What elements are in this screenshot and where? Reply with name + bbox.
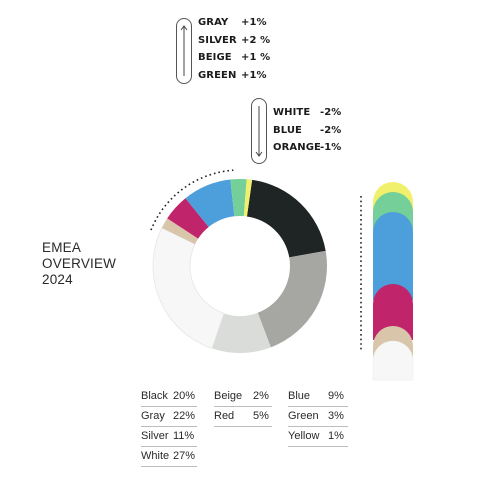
donut-slice-beige (161, 218, 199, 245)
page-title: EMEA OVERVIEW 2024 (42, 240, 116, 288)
legend-label: Green (288, 410, 319, 422)
legend-item-red: Red 5% (214, 410, 269, 422)
legend-value: 27% (173, 450, 196, 462)
arrow-down-icon (255, 106, 263, 157)
trend-row: SILVER +2 % (198, 34, 270, 46)
legend-divider (288, 446, 348, 447)
donut-slice-gray (257, 250, 327, 348)
title-line-overview: OVERVIEW (42, 256, 117, 271)
title-line-year: 2024 (42, 272, 73, 287)
trend-color-name: BEIGE (198, 52, 232, 63)
trend-color-name: SILVER (198, 34, 237, 46)
legend-item-yellow: Yellow 1% (288, 430, 344, 442)
legend-label: Black (141, 390, 168, 402)
legend-value: 20% (173, 390, 196, 402)
trend-delta: +1 % (241, 52, 271, 63)
trend-row: WHITE -2% (273, 107, 341, 118)
trend-delta: -2% (320, 107, 342, 118)
donut-slice-green (230, 179, 247, 217)
trend-row: ORANGE -1% (273, 142, 341, 153)
legend-item-silver: Silver 11% (141, 430, 194, 442)
legend-label: Gray (141, 410, 165, 422)
donut-slice-blue (185, 179, 235, 228)
stack-segment-blue (373, 212, 413, 300)
legend-divider (141, 446, 197, 447)
donut-slice-white (152, 227, 225, 349)
trend-row: GRAY +1% (198, 17, 267, 28)
trend-delta: -1% (320, 142, 342, 153)
trend-color-name: GREEN (198, 69, 237, 81)
donut-slice-silver (211, 312, 271, 353)
legend-label: Silver (141, 430, 169, 442)
legend-value: 1% (328, 430, 344, 442)
legend-value: 11% (173, 430, 195, 442)
legend-label: Beige (214, 390, 243, 402)
trend-delta: +1% (241, 69, 267, 81)
legend-item-black: Black 20% (141, 390, 195, 402)
trend-row: BEIGE +1 % (198, 52, 270, 63)
legend-item-green: Green 3% (288, 410, 344, 422)
legend-divider (141, 406, 197, 407)
legend-label: Yellow (288, 430, 320, 442)
legend-divider (288, 406, 348, 407)
legend-label: White (141, 450, 170, 462)
donut-slice-red (167, 198, 209, 239)
trend-up-box (176, 18, 192, 84)
donut-slice-black (246, 179, 326, 258)
legend-item-gray: Gray 22% (141, 410, 195, 422)
trend-color-name: GRAY (198, 17, 229, 28)
stack-segment-white (372, 340, 414, 381)
legend-item-white: White 27% (141, 450, 195, 462)
trend-delta: +1% (241, 17, 267, 28)
stack-segment-red (373, 284, 413, 340)
trend-row: GREEN +1% (198, 69, 267, 81)
trend-delta: +2 % (241, 34, 271, 46)
trend-down-box (251, 98, 267, 164)
legend-value: 3% (328, 410, 344, 422)
legend-divider (288, 426, 348, 427)
legend-divider (141, 426, 197, 427)
trend-delta: -2% (320, 124, 342, 136)
trend-color-name: WHITE (273, 107, 311, 118)
legend-value: 22% (173, 410, 196, 422)
donut-slice-yellow (243, 179, 253, 217)
legend-divider (214, 406, 272, 407)
arrow-up-icon (180, 25, 188, 76)
legend-value: 5% (253, 410, 269, 422)
legend-divider (214, 426, 272, 427)
trend-color-name: ORANGE (273, 142, 321, 153)
legend-divider (141, 466, 197, 467)
trend-color-name: BLUE (273, 124, 302, 136)
legend-value: 2% (253, 390, 269, 402)
legend-value: 9% (328, 390, 344, 402)
trend-row: BLUE -2% (273, 124, 341, 136)
legend-item-beige: Beige 2% (214, 390, 269, 402)
legend-item-blue: Blue 9% (288, 390, 344, 402)
title-line-region: EMEA (42, 240, 82, 255)
legend-label: Red (214, 410, 235, 422)
legend-label: Blue (288, 390, 311, 402)
